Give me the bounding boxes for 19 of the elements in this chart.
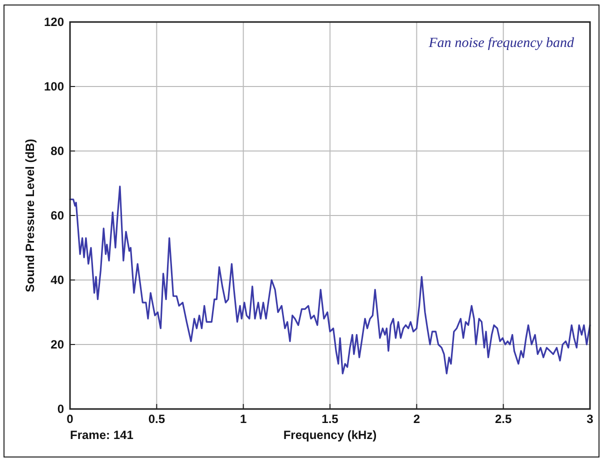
y-tick-label: 100 bbox=[44, 80, 64, 94]
y-axis-title: Sound Pressure Level (dB) bbox=[23, 138, 37, 292]
y-tick-label: 20 bbox=[50, 338, 64, 352]
x-axis-title: Frequency (kHz) bbox=[283, 428, 377, 442]
x-tick-label: 1.5 bbox=[322, 412, 339, 426]
y-tick-label: 120 bbox=[44, 15, 64, 29]
y-tick-label: 80 bbox=[50, 144, 64, 158]
x-tick-label: 0.5 bbox=[148, 412, 166, 426]
x-tick-label: 1 bbox=[240, 412, 247, 426]
annotation: Fan noise frequency band bbox=[428, 36, 575, 51]
y-tick-label: 60 bbox=[50, 208, 64, 222]
x-tick-label: 3 bbox=[586, 412, 594, 426]
y-tick-label: 0 bbox=[57, 402, 64, 416]
x-tick-label: 0 bbox=[66, 412, 74, 426]
y-tick-label: 40 bbox=[50, 273, 64, 287]
text: Frame: 141 bbox=[70, 428, 134, 442]
x-tick-label: 2 bbox=[413, 412, 420, 426]
line-series bbox=[69, 186, 591, 374]
x-tick-label: 2.5 bbox=[494, 412, 512, 426]
